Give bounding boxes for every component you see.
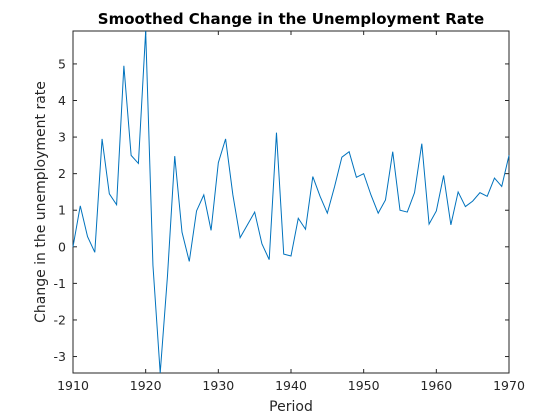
y-tick-label: 4	[58, 93, 66, 108]
y-axis-label: Change in the unemployment rate	[33, 81, 49, 323]
x-tick-label: 1910	[57, 378, 89, 393]
y-tick-label: 3	[58, 130, 66, 145]
y-tick-label: 0	[58, 239, 66, 254]
x-tick-label: 1960	[420, 378, 452, 393]
y-tick-label: 5	[58, 56, 66, 71]
data-points	[72, 30, 510, 374]
axis-tick-labels: 1910 1920 1930 1940 1950 1960 1970 -3 -2 -1 0 1 2 3 4 5	[54, 56, 525, 393]
y-tick-label: 2	[58, 166, 66, 181]
x-tick-label: 1930	[202, 378, 234, 393]
y-tick-label: -2	[54, 312, 66, 327]
x-tick-label: 1920	[130, 378, 162, 393]
x-tick-label: 1940	[275, 378, 307, 393]
y-tick-label: -1	[54, 276, 66, 291]
x-tick-label: 1950	[348, 378, 380, 393]
plot-area	[72, 30, 510, 374]
series-line	[72, 30, 510, 374]
x-axis-label: Period	[269, 399, 313, 415]
axis-ticks	[72, 31, 510, 373]
x-tick-label: 1970	[493, 378, 525, 393]
chart-title: Smoothed Change in the Unemployment Rate	[98, 10, 484, 28]
y-tick-label: -3	[54, 349, 66, 364]
y-tick-label: 1	[58, 203, 66, 218]
